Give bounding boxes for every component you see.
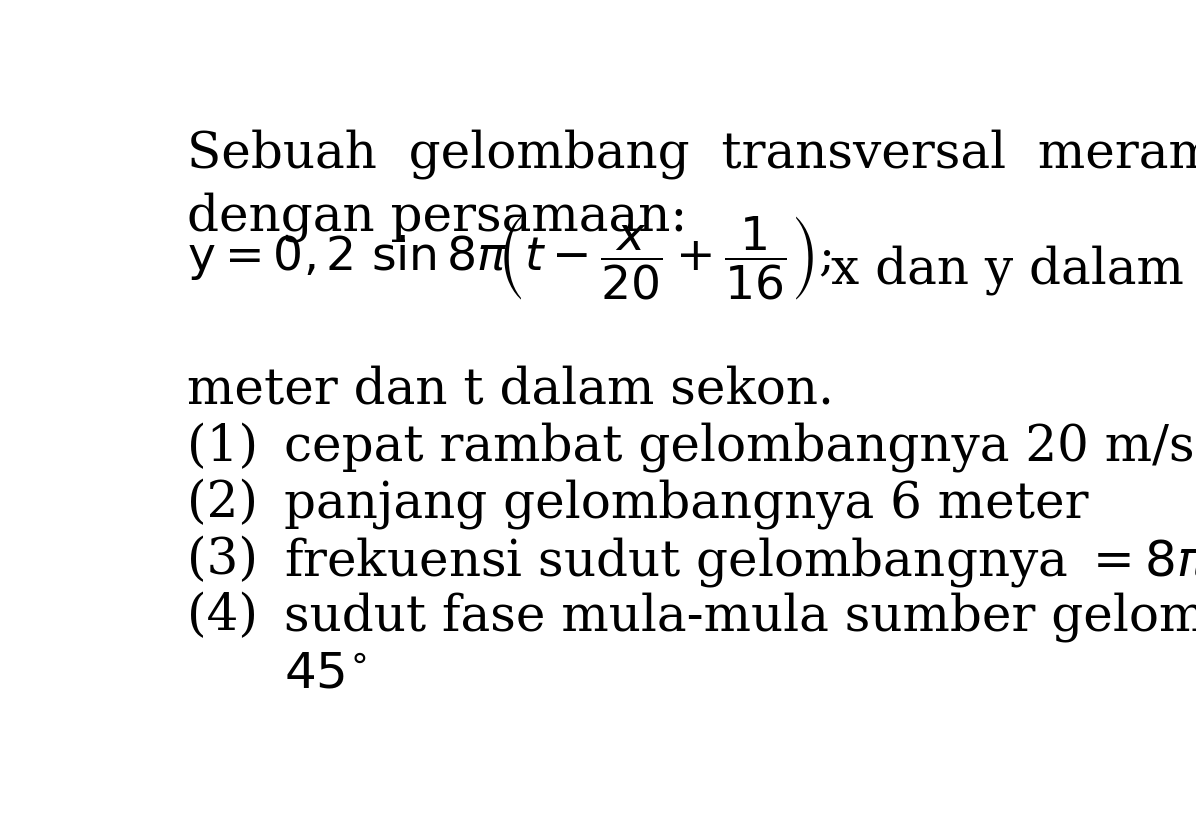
Text: (3): (3) [187, 536, 257, 585]
Text: frekuensi sudut gelombangnya $= 8\pi$ rad/s: frekuensi sudut gelombangnya $= 8\pi$ ra… [283, 536, 1196, 589]
Text: panjang gelombangnya 6 meter: panjang gelombangnya 6 meter [283, 479, 1088, 529]
Text: $45^{\circ}$: $45^{\circ}$ [283, 649, 366, 698]
Text: dengan persamaan:: dengan persamaan: [187, 191, 687, 242]
Text: cepat rambat gelombangnya 20 m/s: cepat rambat gelombangnya 20 m/s [283, 422, 1195, 472]
Text: meter dan t dalam sekon.: meter dan t dalam sekon. [187, 365, 834, 415]
Text: (1): (1) [187, 422, 257, 472]
Text: sudut fase mula-mula sumber gelombang: sudut fase mula-mula sumber gelombang [283, 592, 1196, 642]
Text: x dan y dalam: x dan y dalam [831, 245, 1184, 295]
Text: Sebuah  gelombang  transversal  merambat: Sebuah gelombang transversal merambat [187, 130, 1196, 179]
Text: (2): (2) [187, 479, 257, 528]
Text: (4): (4) [187, 592, 257, 641]
Text: $\mathrm{y} = 0{,}\,2\ \sin 8\pi\!\left( t - \dfrac{x}{20} + \dfrac{1}{16}\right: $\mathrm{y} = 0{,}\,2\ \sin 8\pi\!\left(… [187, 214, 831, 302]
